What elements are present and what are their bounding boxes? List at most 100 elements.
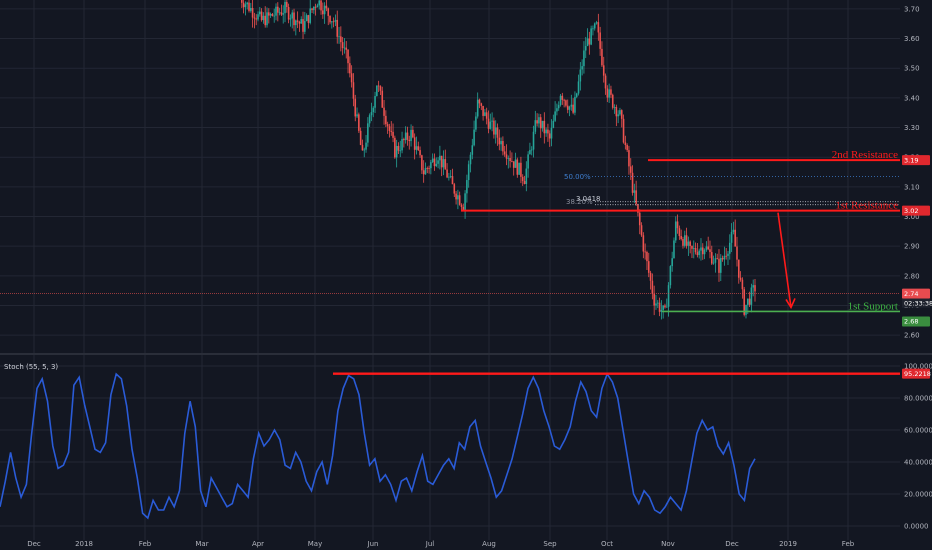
candle-body — [651, 280, 654, 294]
candle-body — [581, 66, 583, 70]
candle-body — [462, 206, 465, 211]
candle-body — [410, 129, 412, 142]
candle-body — [689, 241, 691, 246]
candle-body — [482, 105, 484, 116]
candle-body — [750, 287, 753, 305]
candle-body — [527, 154, 529, 169]
candle-body — [345, 47, 348, 50]
badge-support-1-text: 2.68 — [904, 318, 918, 326]
badge-stoch-high-bg — [902, 368, 930, 379]
time-x-axis[interactable]: Dec 2018 Feb Mar Apr May Jun Jul Aug Sep Oct Nov Dec… — [27, 540, 855, 548]
fib-50-label: 50.00% — [564, 173, 591, 181]
candle-body — [347, 49, 349, 64]
candle-body — [611, 94, 614, 108]
candle-body — [271, 13, 274, 17]
candle-body — [277, 6, 279, 13]
candles — [241, 0, 756, 320]
candle-body — [737, 259, 740, 278]
candle-body — [359, 130, 362, 145]
price-tick-label: 2.60 — [904, 332, 920, 340]
candle-body — [505, 154, 508, 159]
candle-body — [541, 120, 544, 129]
badge-current-price-bg — [902, 288, 930, 299]
candle-body — [696, 252, 699, 256]
candle-body — [473, 129, 475, 146]
stoch-indicator-label[interactable]: Stoch (55, 5, 3) — [4, 363, 58, 371]
candle-body — [676, 221, 679, 229]
candle-body — [617, 114, 619, 117]
candle-body — [413, 137, 416, 150]
x-tick-label: Aug — [482, 540, 496, 548]
candle-body — [311, 8, 313, 11]
candle-body — [662, 305, 664, 310]
candle-body — [476, 99, 479, 117]
candle-body — [604, 75, 607, 89]
candle-body — [455, 193, 457, 200]
candle-body — [556, 108, 558, 112]
x-tick-label: Apr — [252, 540, 264, 548]
candle-body — [307, 15, 310, 23]
stoch-tick-label: 0.0000 — [904, 523, 929, 531]
candle-body — [412, 129, 414, 138]
candle-body — [575, 93, 578, 97]
candle-body — [752, 285, 754, 288]
candle-body — [547, 129, 549, 134]
candle-body — [383, 107, 385, 116]
candle-body — [746, 298, 749, 305]
candle-body — [692, 247, 695, 249]
candle-body — [658, 302, 661, 312]
candle-body — [710, 252, 713, 264]
candle-body — [718, 258, 720, 273]
resistance-2-label: 2nd Resistance — [832, 149, 898, 161]
x-tick-label: Feb — [139, 540, 152, 548]
candle-body — [674, 221, 677, 241]
candle-body — [568, 106, 571, 110]
candle-body — [565, 100, 567, 106]
stoch-tick-label: 80.0000 — [904, 395, 932, 403]
candle-body — [406, 132, 409, 140]
x-tick-label: Nov — [661, 540, 675, 548]
candle-body — [723, 255, 726, 260]
candle-body — [574, 96, 576, 113]
candle-body — [640, 225, 643, 236]
stoch-pane[interactable]: Stoch (55, 5, 3) — [0, 363, 900, 520]
candle-body — [599, 32, 601, 49]
price-lines: 2nd Resistance 1st Resistance 1st Support 5… — [0, 149, 900, 312]
candle-body — [386, 124, 389, 127]
candle-body — [701, 247, 704, 255]
stoch-y-axis[interactable]: 100.0000 80.0000 60.0000 40.0000 20.0000 0.00… — [904, 363, 932, 531]
x-tick-label: 2018 — [75, 540, 93, 548]
badge-support-1-bg — [902, 316, 930, 327]
candle-body — [687, 241, 690, 246]
candle-body — [597, 22, 600, 33]
candle-body — [613, 107, 616, 108]
candle-body — [428, 168, 430, 169]
x-tick-label: May — [308, 540, 322, 548]
candle-body — [619, 110, 621, 115]
candle-body — [754, 285, 756, 292]
candle-body — [671, 258, 673, 267]
candle-body — [390, 130, 393, 132]
candle-body — [467, 164, 470, 181]
candle-body — [669, 266, 672, 286]
fib-38-label: 38.20% — [566, 198, 593, 206]
candle-body — [721, 258, 724, 260]
stoch-tick-label: 60.0000 — [904, 427, 932, 435]
candle-body — [250, 8, 252, 11]
candle-body — [646, 251, 648, 262]
candle-body — [586, 38, 589, 47]
candle-body — [352, 82, 355, 99]
candle-body — [705, 246, 708, 250]
candle-body — [246, 2, 249, 5]
candle-body — [653, 293, 655, 306]
candle-body — [489, 121, 492, 129]
candle-body — [683, 235, 686, 246]
candle-body — [440, 155, 443, 168]
candle-body — [592, 28, 594, 30]
badge-resistance-2-bg — [902, 155, 930, 166]
stoch-tick-label: 40.0000 — [904, 459, 932, 467]
candle-body — [606, 88, 609, 98]
candle-body — [656, 302, 659, 304]
price-pane[interactable]: 2nd Resistance 1st Resistance 1st Support 5… — [0, 0, 900, 320]
